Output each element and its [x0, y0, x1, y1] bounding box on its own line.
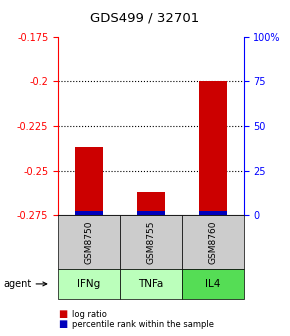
- Bar: [137, 211, 165, 215]
- Text: GSM8755: GSM8755: [146, 220, 155, 264]
- Text: ■: ■: [58, 309, 67, 319]
- Text: TNFa: TNFa: [138, 279, 164, 289]
- Bar: [75, 148, 103, 215]
- Bar: [199, 211, 226, 215]
- Text: GSM8760: GSM8760: [208, 220, 217, 264]
- Text: log ratio: log ratio: [72, 310, 107, 319]
- Text: IL4: IL4: [205, 279, 220, 289]
- Text: IFNg: IFNg: [77, 279, 101, 289]
- Text: percentile rank within the sample: percentile rank within the sample: [72, 320, 215, 329]
- Bar: [199, 82, 226, 215]
- Text: GDS499 / 32701: GDS499 / 32701: [90, 12, 200, 25]
- Text: ■: ■: [58, 319, 67, 329]
- Text: agent: agent: [3, 279, 31, 289]
- Text: GSM8750: GSM8750: [84, 220, 93, 264]
- Bar: [75, 211, 103, 215]
- Bar: [137, 192, 165, 215]
